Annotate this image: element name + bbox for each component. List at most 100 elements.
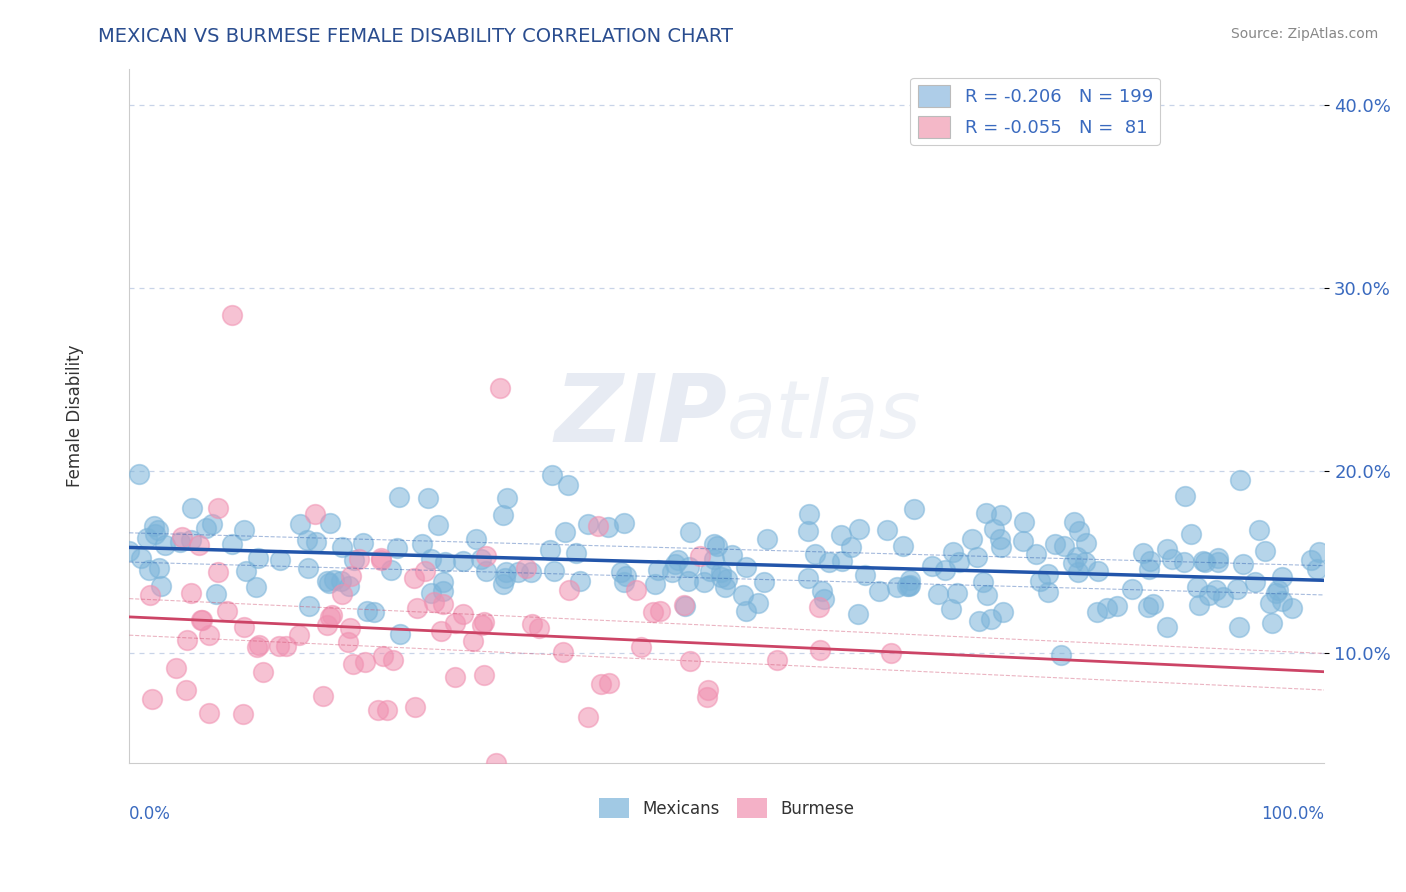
Point [1232, 557, 1254, 571]
Point [495, 566, 517, 580]
Point [170, 530, 193, 544]
Point [1156, 620, 1178, 634]
Point [330, 540, 353, 554]
Point [891, 539, 914, 553]
Point [1132, 545, 1154, 559]
Point [432, 597, 454, 611]
Point [699, 564, 721, 578]
Point [679, 654, 702, 668]
Point [766, 653, 789, 667]
Point [465, 533, 488, 547]
Point [734, 559, 756, 574]
Point [747, 596, 769, 610]
Point [451, 553, 474, 567]
Point [1160, 552, 1182, 566]
Point [598, 675, 620, 690]
Point [703, 551, 725, 566]
Point [463, 634, 485, 648]
Point [288, 627, 311, 641]
Point [664, 558, 686, 572]
Point [411, 537, 433, 551]
Point [538, 543, 561, 558]
Point [993, 605, 1015, 619]
Point [648, 604, 671, 618]
Point [755, 532, 778, 546]
Point [696, 690, 718, 705]
Point [1087, 564, 1109, 578]
Point [1121, 582, 1143, 596]
Point [180, 585, 202, 599]
Point [356, 604, 378, 618]
Point [576, 516, 599, 531]
Point [897, 579, 920, 593]
Point [388, 490, 411, 504]
Point [1137, 599, 1160, 614]
Point [666, 552, 689, 566]
Point [1137, 562, 1160, 576]
Point [138, 563, 160, 577]
Point [626, 582, 648, 597]
Point [420, 586, 443, 600]
Point [1194, 555, 1216, 569]
Point [589, 677, 612, 691]
Point [1105, 599, 1128, 613]
Point [1097, 601, 1119, 615]
Point [274, 639, 297, 653]
Point [367, 703, 389, 717]
Point [472, 615, 495, 629]
Point [714, 580, 737, 594]
Point [420, 551, 443, 566]
Point [846, 607, 869, 621]
Point [1258, 596, 1281, 610]
Point [339, 621, 361, 635]
Point [267, 639, 290, 653]
Point [1025, 547, 1047, 561]
Point [1249, 523, 1271, 537]
Point [252, 665, 274, 680]
Point [305, 535, 328, 549]
Point [422, 595, 444, 609]
Point [405, 601, 427, 615]
Point [494, 571, 516, 585]
Point [939, 601, 962, 615]
Point [880, 646, 903, 660]
Point [298, 599, 321, 613]
Point [692, 574, 714, 589]
Point [703, 537, 725, 551]
Point [1085, 605, 1108, 619]
Point [967, 614, 990, 628]
Point [430, 624, 453, 638]
Point [1173, 556, 1195, 570]
Point [118, 544, 141, 558]
Point [444, 670, 467, 684]
Point [1188, 598, 1211, 612]
Point [896, 579, 918, 593]
Point [716, 572, 738, 586]
Point [1301, 553, 1323, 567]
Point [233, 523, 256, 537]
Point [318, 576, 340, 591]
Point [389, 627, 412, 641]
Point [508, 565, 530, 579]
Point [165, 660, 187, 674]
Point [839, 541, 862, 555]
Point [948, 555, 970, 569]
Point [697, 683, 720, 698]
Point [176, 632, 198, 647]
Point [370, 550, 392, 565]
Point [803, 547, 825, 561]
Point [1053, 539, 1076, 553]
Point [898, 578, 921, 592]
Point [245, 580, 267, 594]
Point [1225, 582, 1247, 596]
Point [1229, 473, 1251, 487]
Point [946, 586, 969, 600]
Point [312, 689, 335, 703]
Point [297, 561, 319, 575]
Point [370, 552, 392, 566]
Point [1067, 565, 1090, 579]
Point [676, 574, 699, 589]
Point [207, 500, 229, 515]
Point [754, 575, 776, 590]
Point [1227, 620, 1250, 634]
